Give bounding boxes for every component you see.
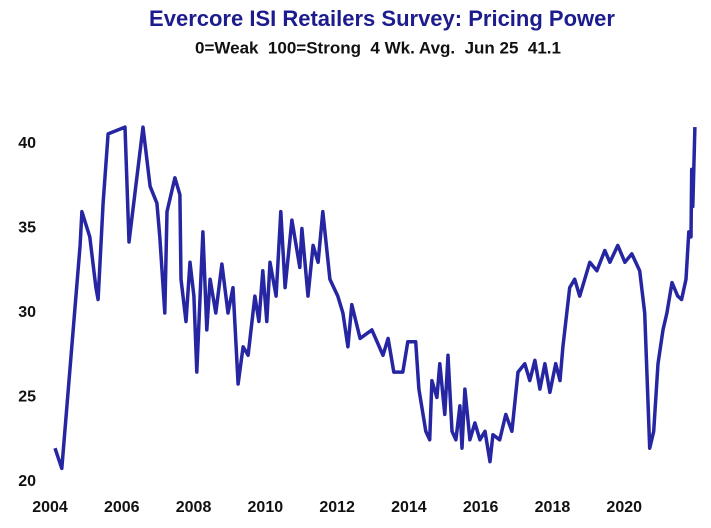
- x-tick-label: 2010: [248, 499, 284, 516]
- x-tick-label: 2018: [535, 499, 571, 516]
- x-tick-label: 2020: [606, 499, 642, 516]
- y-tick-label: 25: [18, 389, 36, 406]
- chart-subtitle: 0=Weak 100=Strong 4 Wk. Avg. Jun 25 41.1: [195, 38, 561, 57]
- x-tick-label: 2008: [176, 499, 212, 516]
- y-tick-label: 40: [18, 135, 36, 152]
- x-tick-label: 2004: [32, 499, 68, 516]
- y-tick-label: 30: [18, 304, 36, 321]
- data-line: [53, 125, 697, 471]
- y-tick-label: 20: [18, 473, 36, 490]
- x-tick-label: 2012: [319, 499, 355, 516]
- x-tick-label: 2014: [391, 499, 427, 516]
- y-tick-label: 35: [18, 220, 36, 237]
- x-tick-label: 2006: [104, 499, 140, 516]
- x-tick-label: 2016: [463, 499, 499, 516]
- chart-title: Evercore ISI Retailers Survey: Pricing P…: [149, 6, 615, 31]
